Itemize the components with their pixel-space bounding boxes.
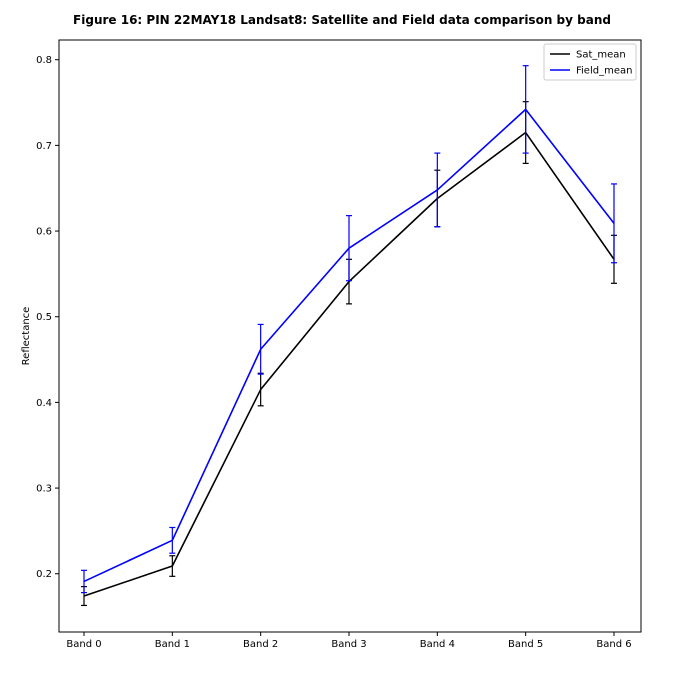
x-tick-label: Band 3 (331, 639, 366, 650)
x-tick-label: Band 4 (420, 639, 455, 650)
y-tick-label: 0.8 (36, 55, 52, 66)
x-tick-label: Band 6 (596, 639, 631, 650)
error-bar (81, 569, 87, 594)
plot-frame (58, 39, 642, 633)
error-bar (169, 555, 176, 577)
error-bar (257, 323, 264, 375)
series-line (83, 131, 615, 597)
y-tick-label: 0.2 (36, 569, 52, 580)
y-axis-label: Reflectance (21, 307, 32, 366)
y-tick-label: 0.7 (36, 141, 52, 152)
x-tick-label: Band 1 (155, 639, 190, 650)
chart-title: Figure 16: PIN 22MAY18 Landsat8: Satelli… (73, 13, 611, 27)
y-tick-label: 0.3 (36, 484, 52, 495)
legend: Sat_mean Field_mean (543, 43, 637, 81)
x-tick-label: Band 2 (243, 639, 278, 650)
y-tick-label: 0.5 (36, 312, 52, 323)
series-sat-mean (81, 101, 617, 607)
error-bar (169, 526, 176, 554)
error-bar (611, 183, 617, 264)
error-bar (522, 65, 529, 154)
series-field-mean (81, 65, 617, 594)
y-tick-label: 0.4 (36, 398, 52, 409)
y-tick-label: 0.6 (36, 227, 52, 238)
legend-label: Field_mean (576, 66, 632, 77)
x-tick-label: Band 5 (508, 639, 543, 650)
error-bar (434, 152, 441, 228)
axis-ticks: 0.2 0.3 0.4 0.5 0.6 0.7 0.8 Band 0 Band 1 Band 2 B… (36, 55, 632, 650)
x-tick-label: Band 0 (66, 639, 101, 650)
legend-label: Sat_mean (576, 50, 626, 61)
series-layer (81, 65, 617, 607)
error-bar (346, 215, 352, 282)
legend-box (543, 43, 637, 81)
error-bar (257, 372, 264, 407)
series-line (83, 108, 615, 583)
